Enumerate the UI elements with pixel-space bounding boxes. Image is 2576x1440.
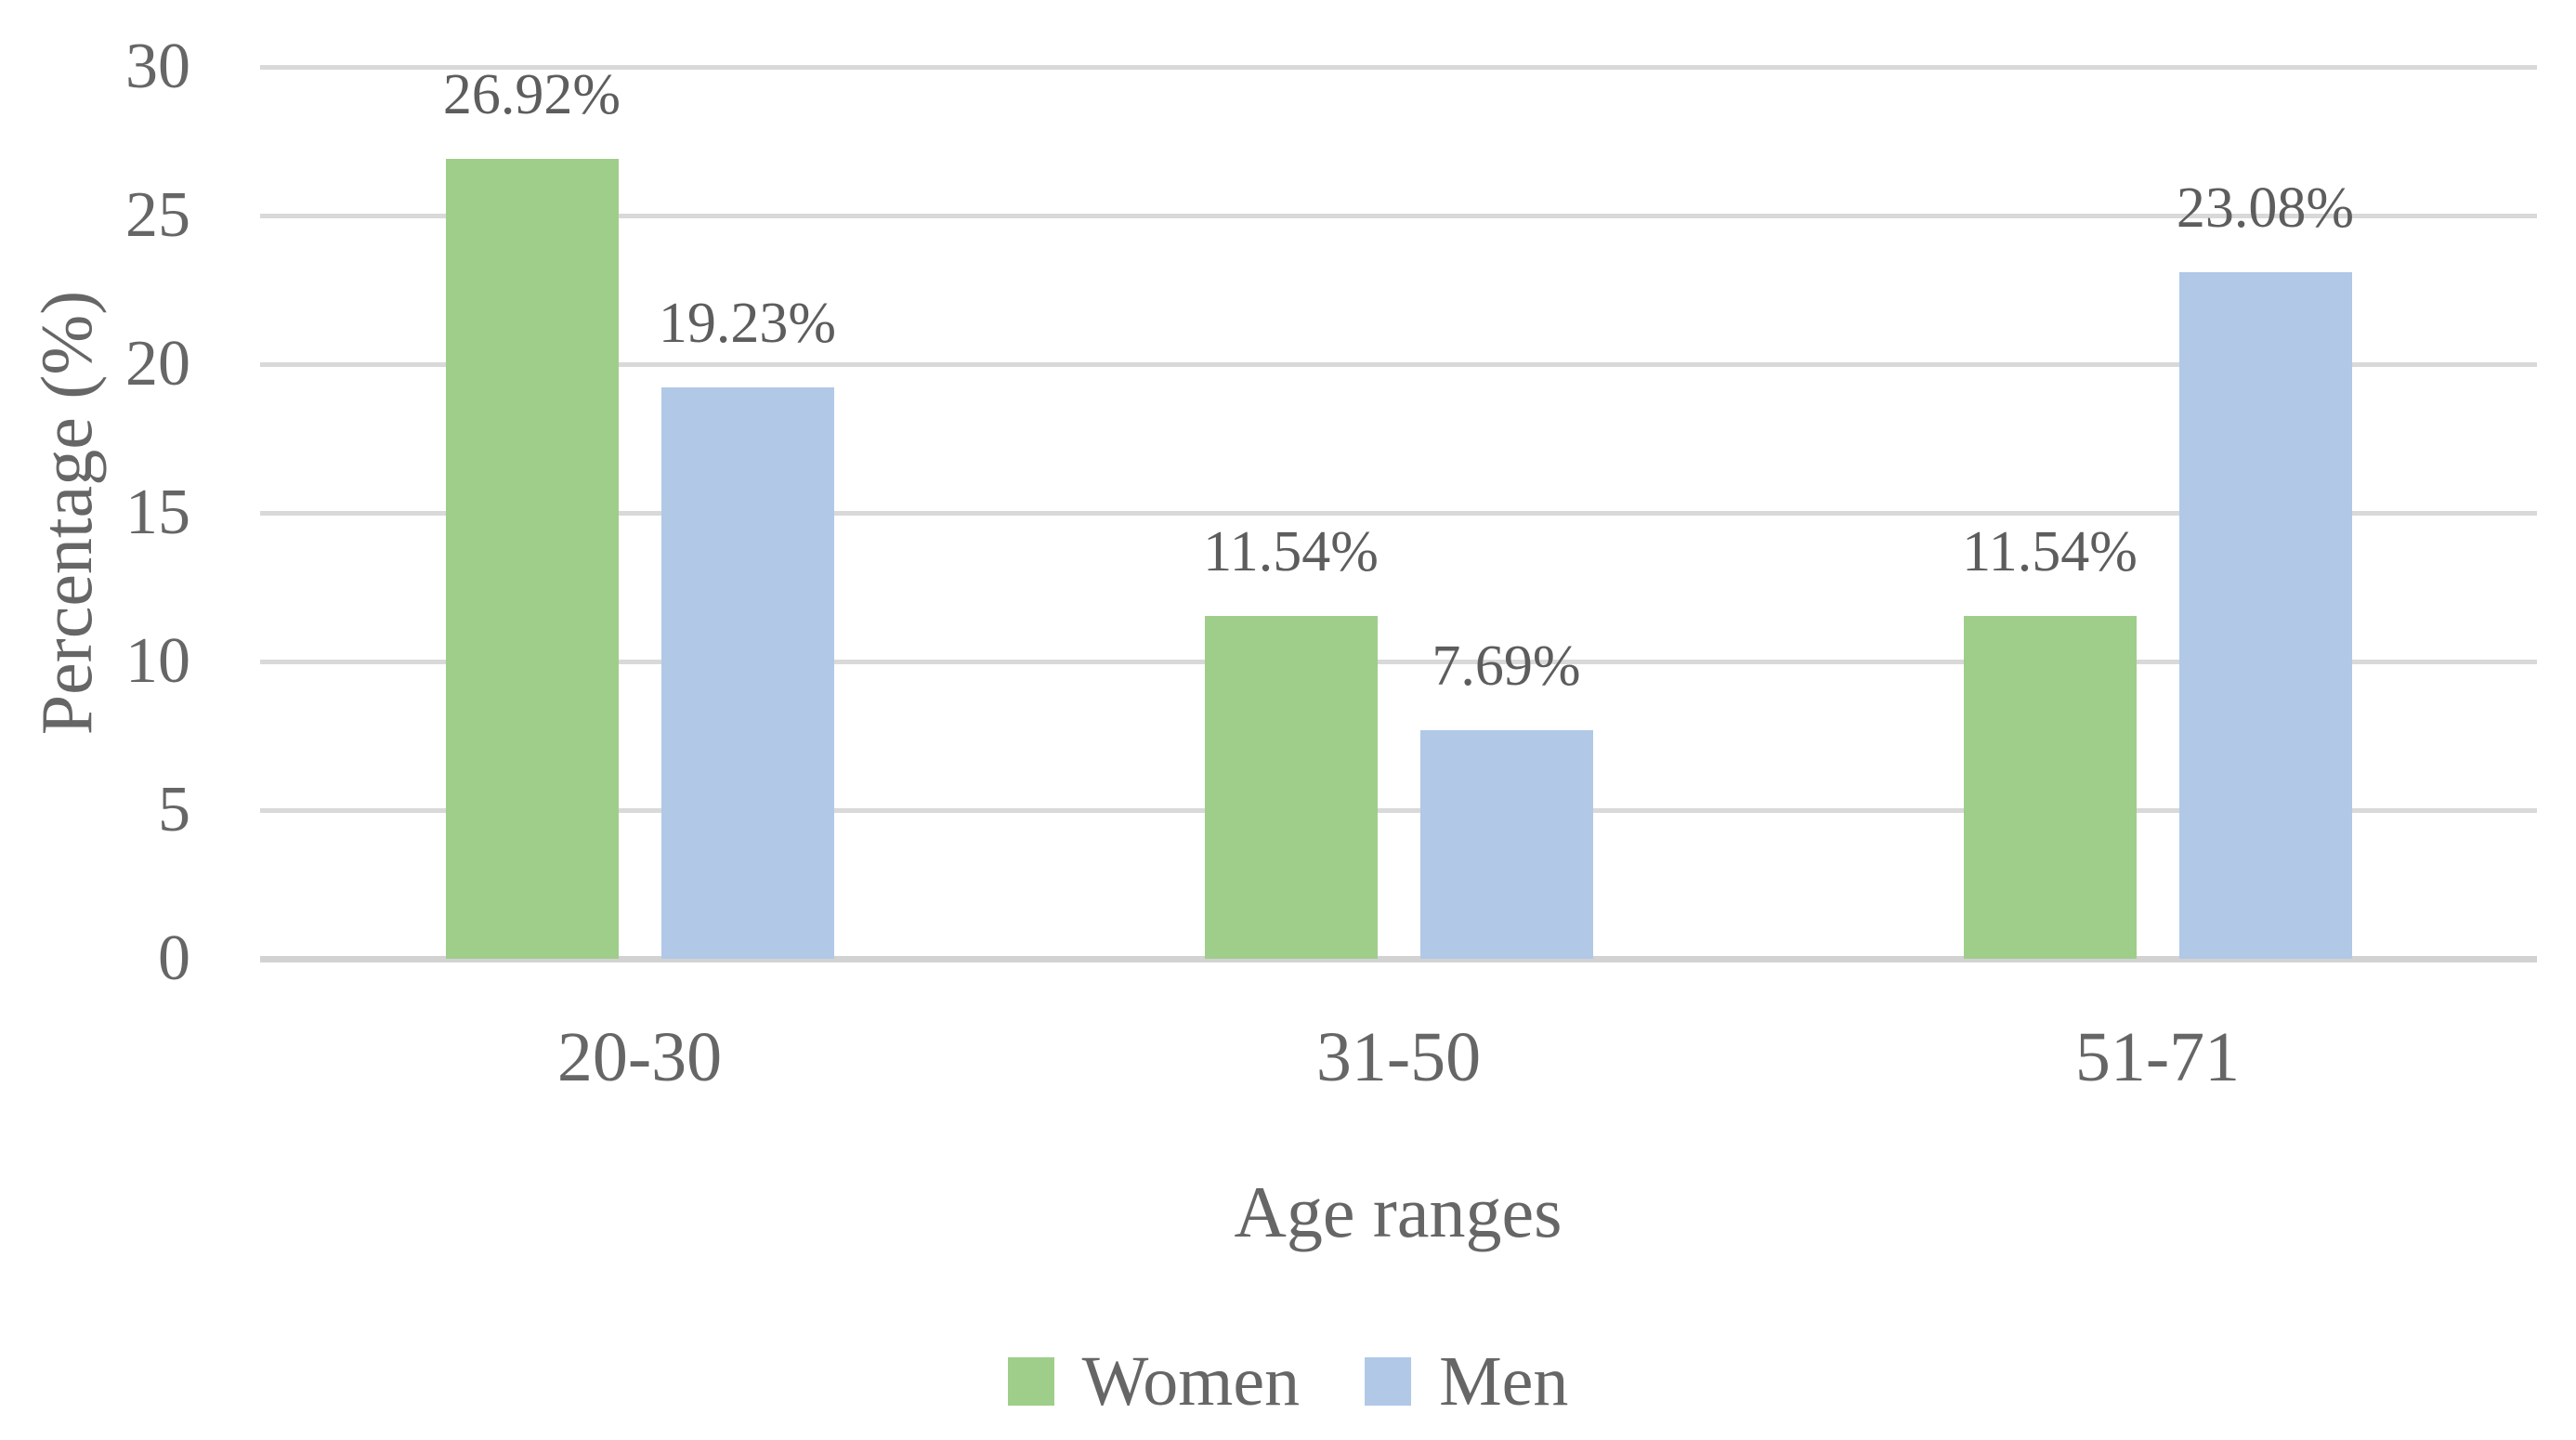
legend-swatch-men <box>1365 1357 1412 1406</box>
gridline-25 <box>260 213 2537 218</box>
legend-label-men: Men <box>1439 1342 1569 1420</box>
legend-swatch-women <box>1007 1357 1054 1406</box>
data-label-men-20-30: 19.23% <box>658 291 837 355</box>
y-tick-label-0: 0 <box>158 923 190 994</box>
bar-women-31-50 <box>1204 615 1378 959</box>
gridline-5 <box>260 807 2537 813</box>
y-tick-label-10: 10 <box>125 625 190 697</box>
x-category-label-31-50: 31-50 <box>1315 1018 1482 1096</box>
legend-label-women: Women <box>1081 1342 1301 1420</box>
bar-women-20-30 <box>445 158 619 959</box>
y-tick-label-15: 15 <box>125 477 190 548</box>
data-label-women-31-50: 11.54% <box>1203 519 1379 583</box>
bar-men-31-50 <box>1419 729 1593 959</box>
gridline-30 <box>260 64 2537 70</box>
bar-men-20-30 <box>660 386 834 959</box>
data-label-men-31-50: 7.69% <box>1432 634 1581 698</box>
data-label-women-20-30: 26.92% <box>442 62 621 126</box>
legend-item-women: Women <box>1007 1342 1301 1420</box>
y-tick-label-5: 5 <box>158 774 190 845</box>
bar-men-51-71 <box>2178 272 2352 959</box>
data-label-men-51-71: 23.08% <box>2176 177 2355 241</box>
x-category-label-20-30: 20-30 <box>556 1018 723 1096</box>
y-tick-label-30: 30 <box>125 31 190 102</box>
y-tick-label-25: 25 <box>125 179 190 251</box>
bar-women-51-71 <box>1963 615 2137 959</box>
x-category-label-51-71: 51-71 <box>2074 1018 2241 1096</box>
gridline-15 <box>260 510 2537 516</box>
gridline-10 <box>260 659 2537 664</box>
y-tick-label-20: 20 <box>125 328 190 399</box>
x-axis-title: Age ranges <box>1234 1172 1563 1252</box>
gridline-20 <box>260 361 2537 367</box>
legend: Women Men <box>0 1330 2576 1433</box>
legend-item-men: Men <box>1365 1344 1568 1419</box>
x-axis-line <box>260 955 2537 962</box>
plot-area: 26.92% 19.23% 11.54% 7.69% 11.54% 23.08% <box>260 63 2537 962</box>
data-label-women-51-71: 11.54% <box>1962 519 2138 583</box>
